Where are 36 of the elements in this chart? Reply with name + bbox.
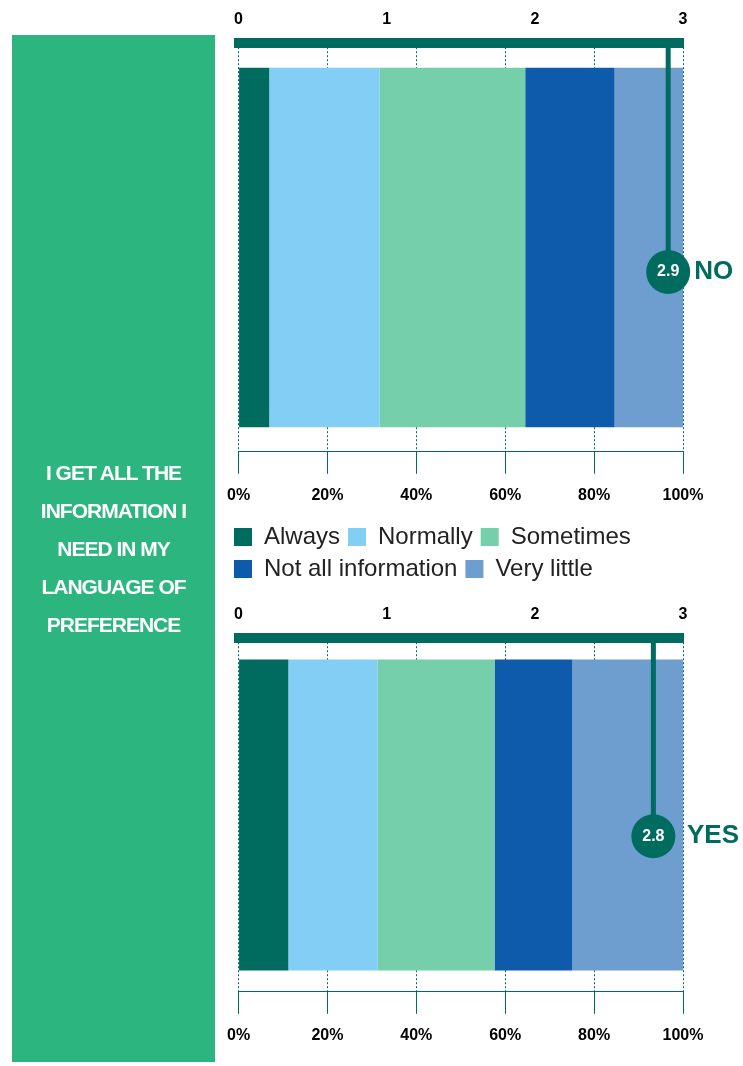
x2-tick-label: 2	[530, 10, 540, 28]
x-tick-label: 40%	[400, 485, 433, 503]
bar	[288, 659, 378, 971]
x2-tick-label: 1	[382, 10, 392, 28]
text: NO	[694, 255, 734, 286]
ref-line-label: 2.8	[642, 826, 665, 844]
bar	[377, 659, 495, 971]
x2-tick-label: 3	[678, 605, 688, 623]
x-tick-label: 100%	[662, 1025, 704, 1043]
x-tick-label: 0%	[227, 1025, 251, 1043]
bar	[494, 659, 573, 971]
x-tick-label: 0%	[227, 485, 251, 503]
x2-tick-label: 0	[234, 10, 244, 28]
legend-label: Very little	[495, 553, 593, 581]
bar	[269, 67, 380, 428]
x2-tick-label: 1	[382, 605, 392, 623]
x2-tick-label: 2	[530, 605, 540, 623]
legend-label: Not all information	[264, 553, 458, 581]
x-tick-label: 80%	[578, 1025, 611, 1043]
x-tick-label: 80%	[578, 485, 611, 503]
bar	[525, 67, 615, 428]
x-tick-label: 100%	[662, 485, 704, 503]
bar	[379, 67, 526, 428]
x-tick-label: 60%	[489, 1025, 522, 1043]
x-tick-label: 20%	[311, 485, 344, 503]
text: YES	[687, 819, 740, 850]
legend-label: Normally	[378, 521, 473, 549]
legend-label: Always	[264, 521, 341, 549]
x-tick-label: 60%	[489, 485, 522, 503]
x-tick-label: 20%	[311, 1025, 344, 1043]
x2-tick-label: 0	[234, 605, 244, 623]
x2-tick-label: 3	[678, 10, 688, 28]
x-tick-label: 40%	[400, 1025, 433, 1043]
text: I GET ALL THE INFORMATION I NEED IN MY LANGUAGE OF PREFERENCE	[39, 459, 188, 638]
ref-line-label: 2.9	[657, 262, 680, 280]
legend-label: Sometimes	[510, 521, 631, 549]
